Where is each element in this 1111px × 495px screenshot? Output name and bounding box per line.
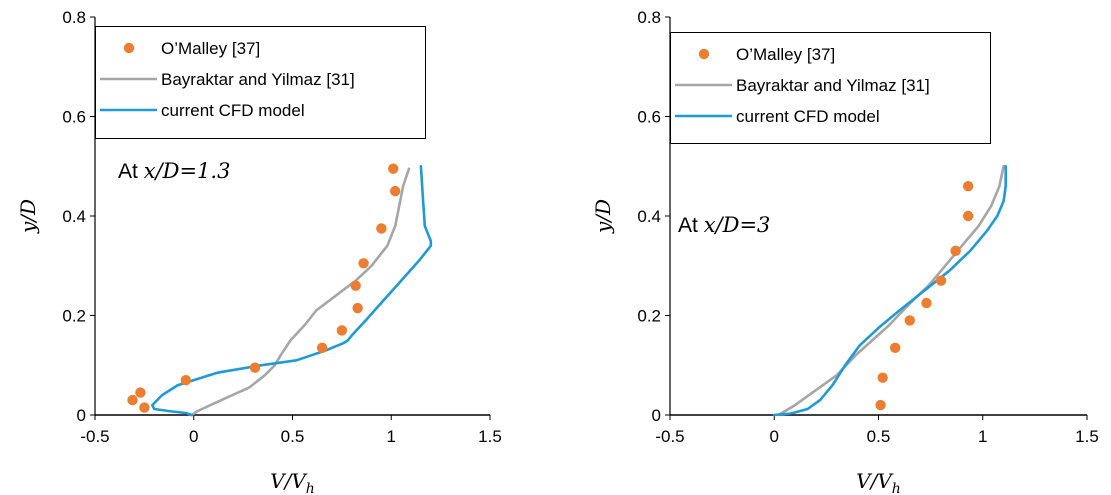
legend-box [95,26,426,139]
legend-label: O’Malley [37] [736,45,835,64]
data-point-omalley [139,402,150,413]
data-point-omalley [390,185,401,197]
legend-box [670,32,991,144]
x-tick-label: 0 [189,427,198,446]
annotation-prefix: At [118,160,144,183]
y-tick-label: 0.6 [62,108,86,127]
data-point-omalley [962,180,974,192]
y-tick-label: 0.8 [637,8,661,27]
x-tick-label: -0.5 [655,427,684,446]
x-axis-label-subscript: h [892,481,901,495]
x-tick-label: 0.5 [281,427,305,446]
data-point-omalley [336,325,348,336]
data-point-omalley [877,372,888,383]
y-tick-label: 0.8 [62,8,86,27]
y-tick-label: 0.2 [62,307,86,326]
x-axis-label-main: V/V [856,469,894,493]
x-axis-label-main: V/V [270,469,308,493]
data-point-omalley [388,163,399,174]
data-point-omalley [358,258,369,269]
data-point-omalley [135,387,146,398]
chart-left: 0 0.2 0.4 0.6 0.8 -0.5 0 0.5 1 1.5 V/Vh y/D O’Malley… [16,8,502,495]
series-line-bayraktar [777,165,1005,417]
legend: O’Malley [37] Bayraktar and Yilmaz [31] cu… [670,32,991,144]
annotation: At x/D=3 [678,213,770,237]
x-tick-label: 1 [978,427,987,446]
legend: O’Malley [37] Bayraktar and Yilmaz [31] cu… [95,26,426,139]
data-point-omalley [962,210,974,222]
series-line-cfd [151,165,433,417]
data-point-omalley [921,297,932,309]
data-point-omalley [376,223,387,234]
legend-marker-omalley [123,42,135,54]
x-tick-label: 1.5 [1075,427,1099,446]
legend-label: Bayraktar and Yilmaz [31] [736,76,930,95]
y-tick-label: 0 [652,406,661,425]
legend-label: current CFD model [736,107,880,126]
data-point-omalley [352,302,363,314]
y-tick-label: 0.4 [637,207,661,226]
data-point-omalley [935,275,947,286]
x-axis-label-subscript: h [306,481,315,495]
data-point-omalley [950,245,961,257]
data-point-omalley [889,342,901,354]
annotation-math: x/D=3 [704,213,771,237]
annotation-math: x/D=1.3 [144,159,231,183]
x-axis-label: V/Vh [270,469,315,495]
x-tick-label: 1.5 [478,427,502,446]
x-tick-label: 0.5 [867,427,891,446]
y-tick-label: 0.4 [62,207,86,226]
annotation-prefix: At [678,214,704,237]
x-axis-label: V/Vh [856,469,901,495]
legend-marker-omalley [698,48,710,60]
legend-label: O’Malley [37] [161,39,260,58]
data-point-omalley [180,374,192,386]
legend-label: current CFD model [161,101,305,120]
data-point-omalley [249,362,261,373]
legend-label: Bayraktar and Yilmaz [31] [161,70,355,89]
annotation: At x/D=1.3 [118,159,230,183]
y-tick-label: 0.6 [637,108,661,127]
series-line-bayraktar [190,167,411,417]
x-tick-label: 0 [770,427,779,446]
data-point-omalley [350,280,361,291]
data-point-omalley [875,399,886,411]
x-tick-label: 1 [387,427,396,446]
x-tick-label: -0.5 [80,427,109,446]
data-point-omalley [904,315,915,326]
data-point-omalley [127,394,138,406]
data-point-omalley [316,342,328,354]
series-line-cfd [772,165,1008,417]
y-tick-label: 0 [77,406,86,425]
y-tick-label: 0.2 [637,307,661,326]
y-axis-label: y/D [16,199,40,234]
y-axis-label: y/D [591,199,615,234]
